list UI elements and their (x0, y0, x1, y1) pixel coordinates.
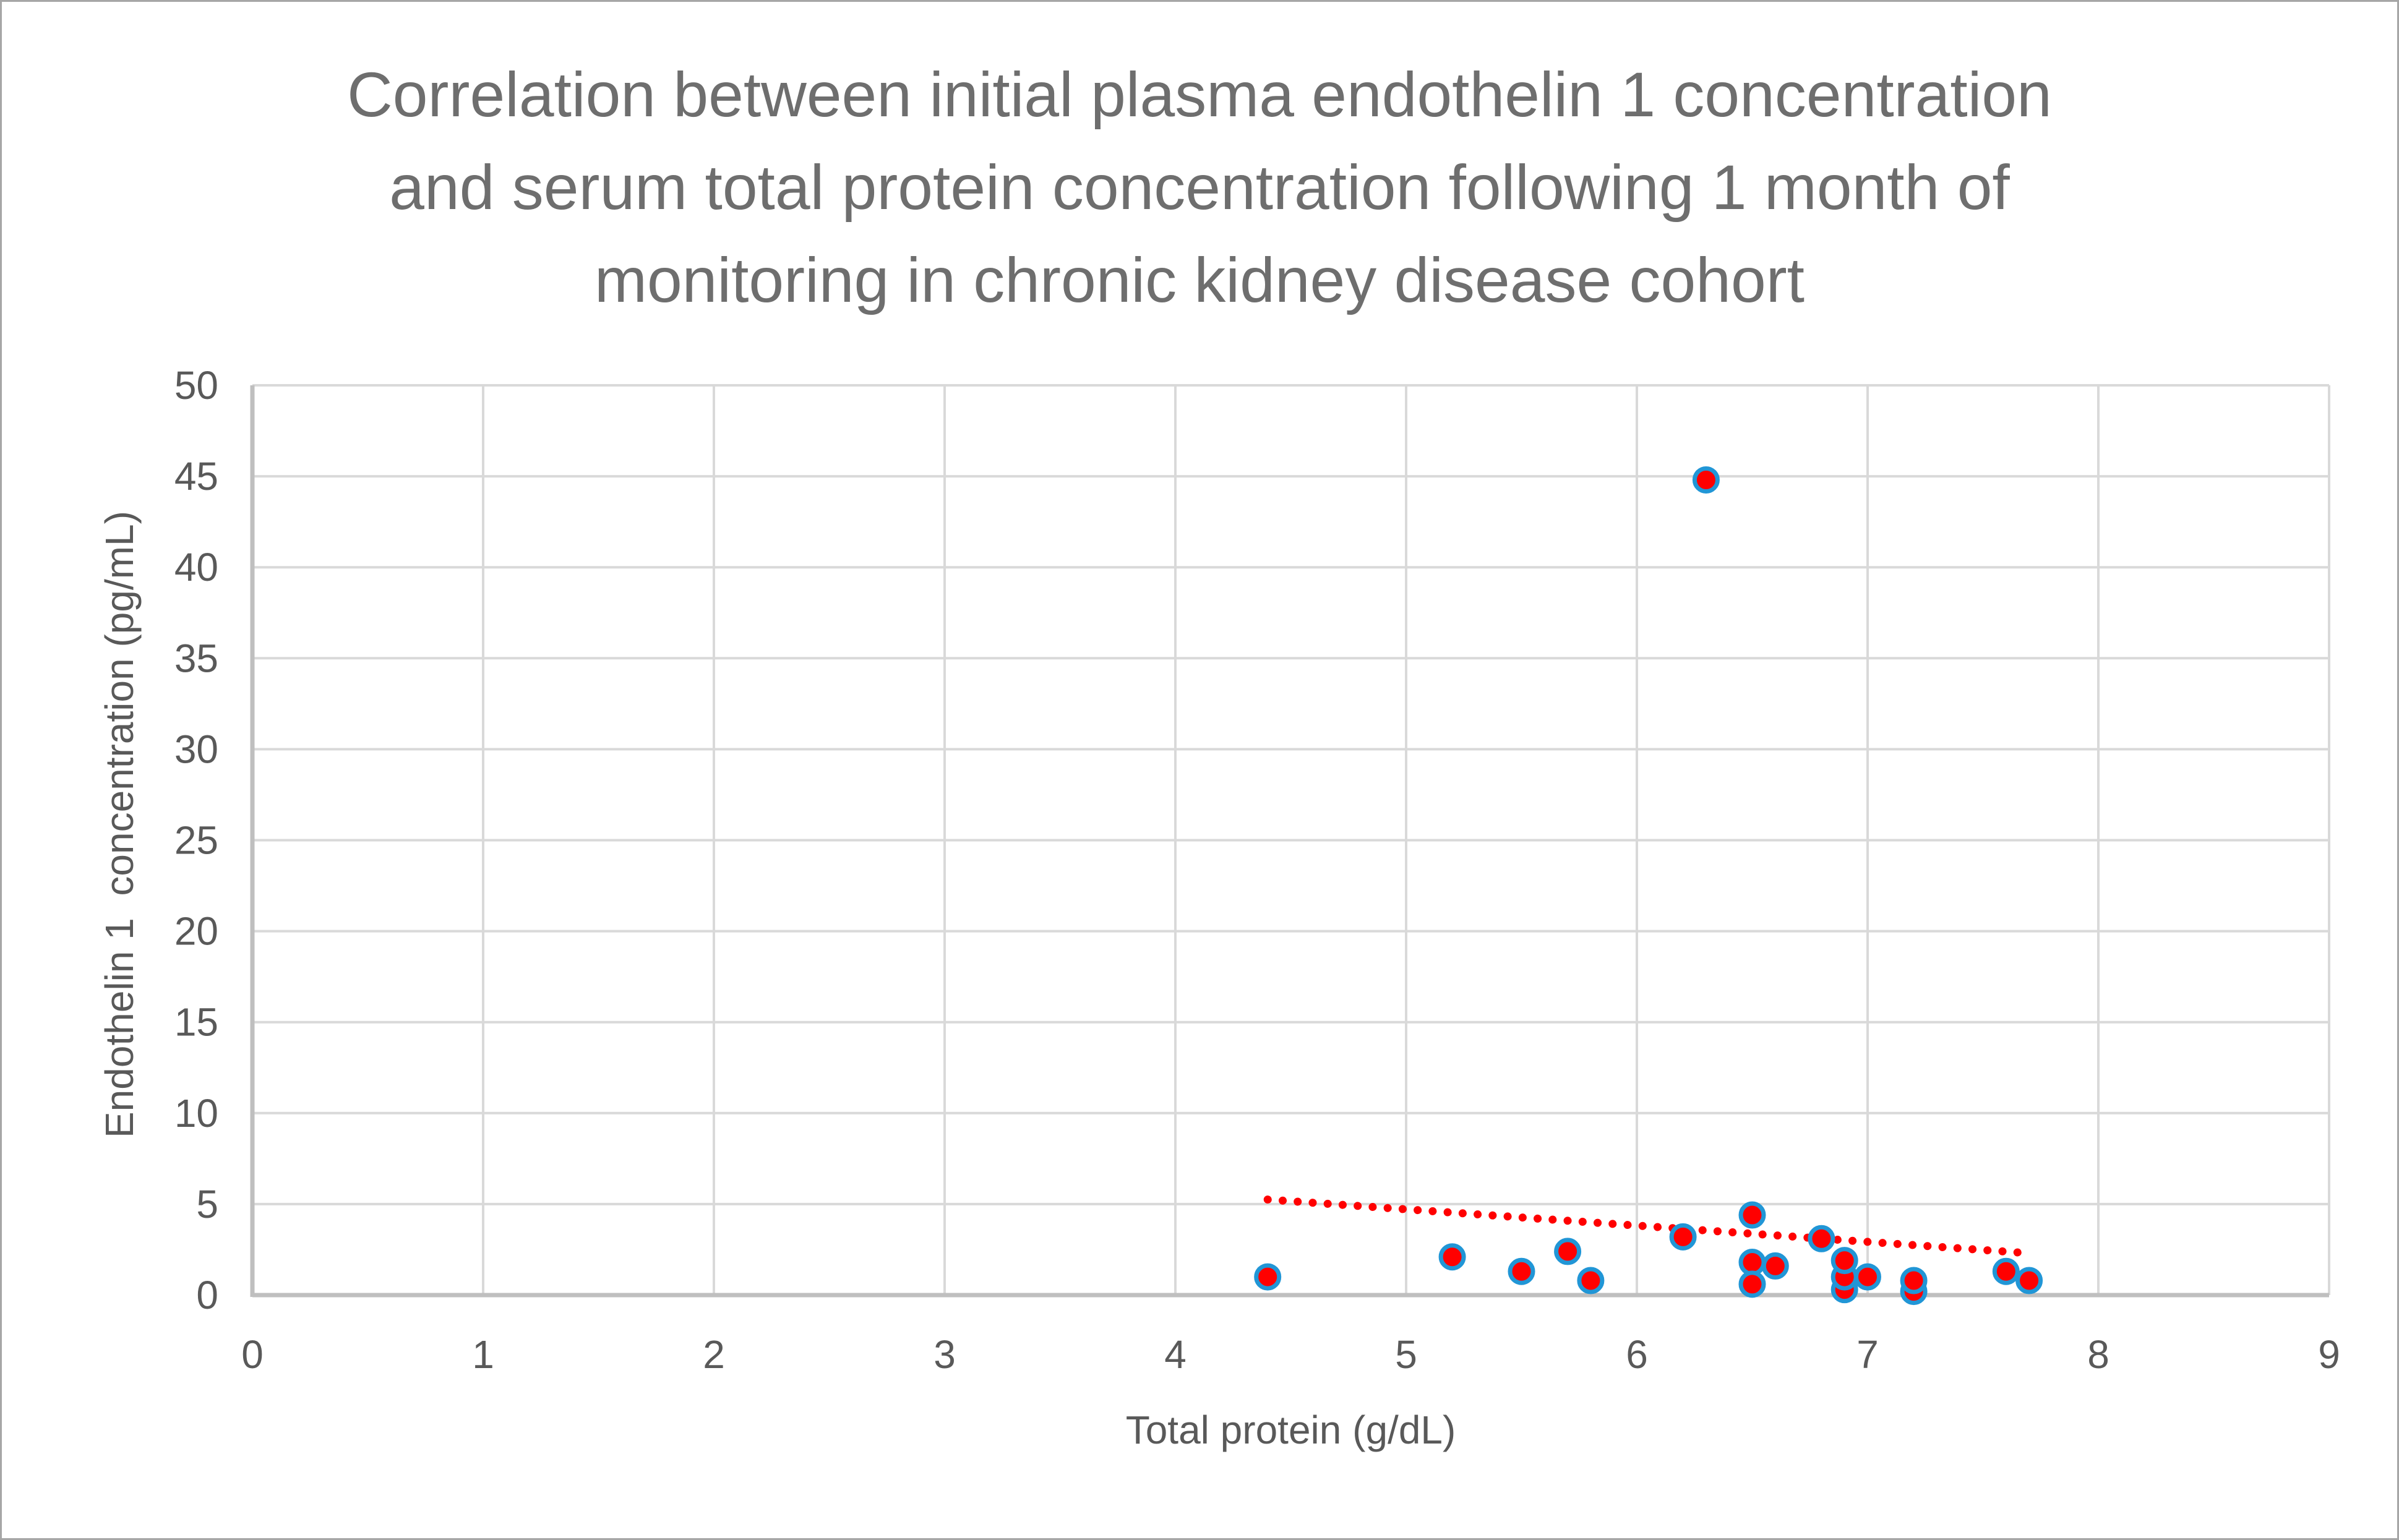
chart-title: Correlation between initial plasma endot… (347, 59, 2052, 315)
y-tick-label: 50 (174, 363, 218, 408)
data-point (1669, 1223, 1697, 1251)
y-tick-label: 10 (174, 1091, 218, 1136)
data-point (1738, 1201, 1766, 1229)
trendline (1263, 1196, 2033, 1257)
data-point (1761, 1252, 1789, 1280)
x-tick-label: 1 (472, 1332, 494, 1377)
y-tick-label: 15 (174, 1000, 218, 1045)
y-tick-label: 40 (174, 545, 218, 589)
axis-lines-group (250, 385, 2329, 1298)
data-point (1854, 1263, 1881, 1291)
y-tick-label: 45 (174, 454, 218, 498)
x-tick-label: 3 (933, 1332, 956, 1377)
data-point (1992, 1257, 2020, 1285)
data-point (1738, 1270, 1766, 1298)
data-point (1508, 1257, 1535, 1285)
x-tick-label: 5 (1395, 1332, 1417, 1377)
x-tick-label: 6 (1626, 1332, 1648, 1377)
data-point (1692, 466, 1720, 494)
x-axis-title: Total protein (g/dL) (1125, 1408, 1456, 1452)
x-tick-label: 8 (2087, 1332, 2109, 1377)
data-point (1808, 1225, 1835, 1252)
y-tick-label: 25 (174, 818, 218, 863)
x-tick-label: 2 (703, 1332, 725, 1377)
x-tick-label: 9 (2318, 1332, 2340, 1377)
x-tick-label: 4 (1164, 1332, 1187, 1377)
data-point (1738, 1249, 1766, 1277)
trendline-group (1263, 1196, 2033, 1257)
x-tick-label: 7 (1856, 1332, 1879, 1377)
y-tick-label: 0 (196, 1273, 218, 1317)
gridlines-group (252, 384, 2330, 1295)
y-tick-label: 20 (174, 909, 218, 954)
data-point (1254, 1263, 1282, 1291)
data-point (1554, 1238, 1582, 1265)
data-point (1438, 1243, 1466, 1271)
data-point (1577, 1267, 1605, 1294)
y-tick-label: 30 (174, 727, 218, 771)
x-tick-label: 0 (241, 1332, 264, 1377)
data-points-group (1254, 466, 2043, 1306)
y-tick-label: 5 (196, 1182, 218, 1226)
data-point (1900, 1267, 1928, 1294)
data-point (1830, 1247, 1858, 1275)
y-tick-label: 35 (174, 636, 218, 680)
data-point (2015, 1267, 2043, 1294)
